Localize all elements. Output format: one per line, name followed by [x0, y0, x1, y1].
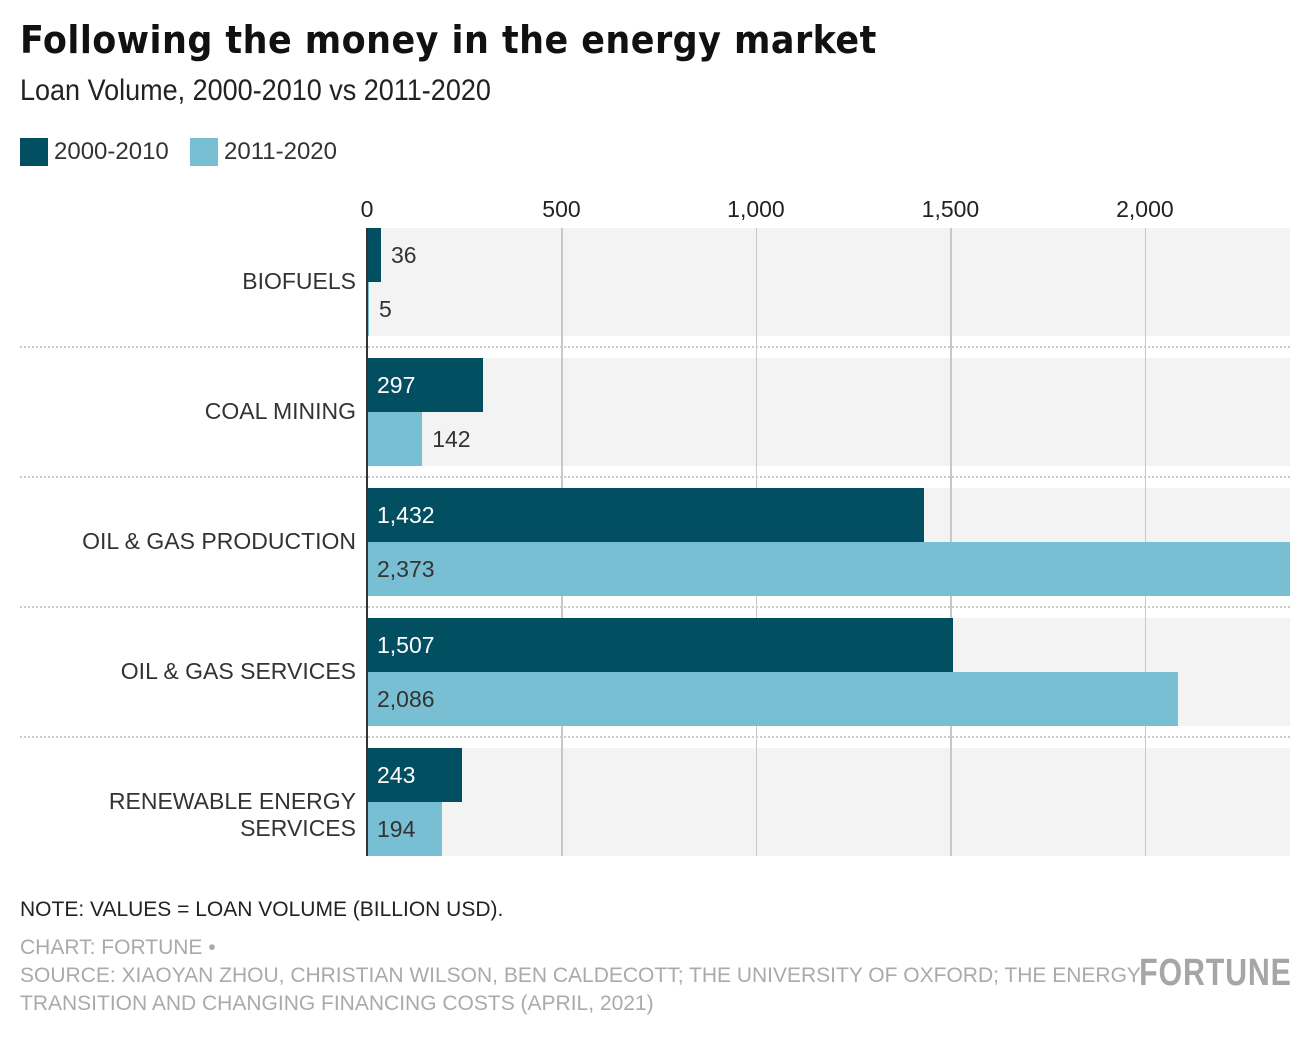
legend-item-2011-2020: 2011-2020	[190, 138, 337, 166]
x-tick-label: 2,000	[1116, 196, 1174, 222]
category-label: OIL & GAS SERVICES	[120, 658, 356, 684]
value-label: 243	[377, 762, 416, 788]
row-band	[367, 228, 1290, 336]
bar-2000-2010	[367, 358, 483, 412]
source-line-2: TRANSITION AND CHANGING FINANCING COSTS …	[20, 992, 654, 1015]
bar-2011-2020	[367, 542, 1290, 596]
category-label: RENEWABLE ENERGY SERVICES	[108, 788, 356, 841]
row-band	[367, 748, 1290, 856]
legend-swatch	[190, 138, 218, 166]
chart-title: Following the money in the energy market	[20, 18, 877, 62]
bar-2011-2020	[367, 802, 443, 856]
category-label: BIOFUELS	[242, 268, 356, 294]
value-label: 2,086	[377, 686, 435, 712]
chart-credit: CHART: FORTUNE •	[20, 936, 216, 959]
legend-label: 2011-2020	[224, 138, 337, 165]
chart-note: NOTE: VALUES = LOAN VOLUME (BILLION USD)…	[20, 898, 504, 921]
bar-2011-2020	[367, 412, 423, 466]
value-label: 1,432	[377, 502, 435, 528]
chart-subtitle: Loan Volume, 2000-2010 vs 2011-2020	[20, 74, 491, 107]
x-tick-label: 1,000	[727, 196, 785, 222]
row-separator	[20, 346, 1290, 348]
category-label: COAL MINING	[204, 398, 356, 424]
value-label: 194	[377, 816, 416, 842]
x-tick-label: 500	[542, 196, 581, 222]
bar-2000-2010	[367, 228, 381, 282]
bar-2011-2020	[367, 672, 1179, 726]
source-line-1: SOURCE: XIAOYAN ZHOU, CHRISTIAN WILSON, …	[20, 964, 1141, 987]
row-band	[367, 358, 1290, 466]
bar-2000-2010	[367, 488, 924, 542]
legend-label: 2000-2010	[54, 138, 169, 165]
value-label: 2,373	[377, 556, 435, 582]
y-axis-line	[366, 228, 368, 856]
value-label: 142	[432, 426, 471, 452]
category-label: OIL & GAS PRODUCTION	[82, 528, 356, 554]
row-separator	[20, 736, 1290, 738]
x-tick-label: 1,500	[921, 196, 980, 222]
fortune-logo: FORTUNE	[1139, 952, 1292, 994]
legend-item-2000-2010: 2000-2010	[20, 138, 169, 166]
legend-swatch	[20, 138, 48, 166]
value-label: 36	[391, 242, 417, 268]
value-label: 5	[378, 296, 392, 322]
bar-2000-2010	[367, 748, 462, 802]
x-tick-label: 0	[360, 196, 374, 222]
row-separator	[20, 606, 1290, 608]
value-label: 1,507	[377, 632, 435, 658]
value-label: 297	[377, 372, 416, 398]
bar-2000-2010	[367, 618, 954, 672]
row-separator	[20, 476, 1290, 478]
